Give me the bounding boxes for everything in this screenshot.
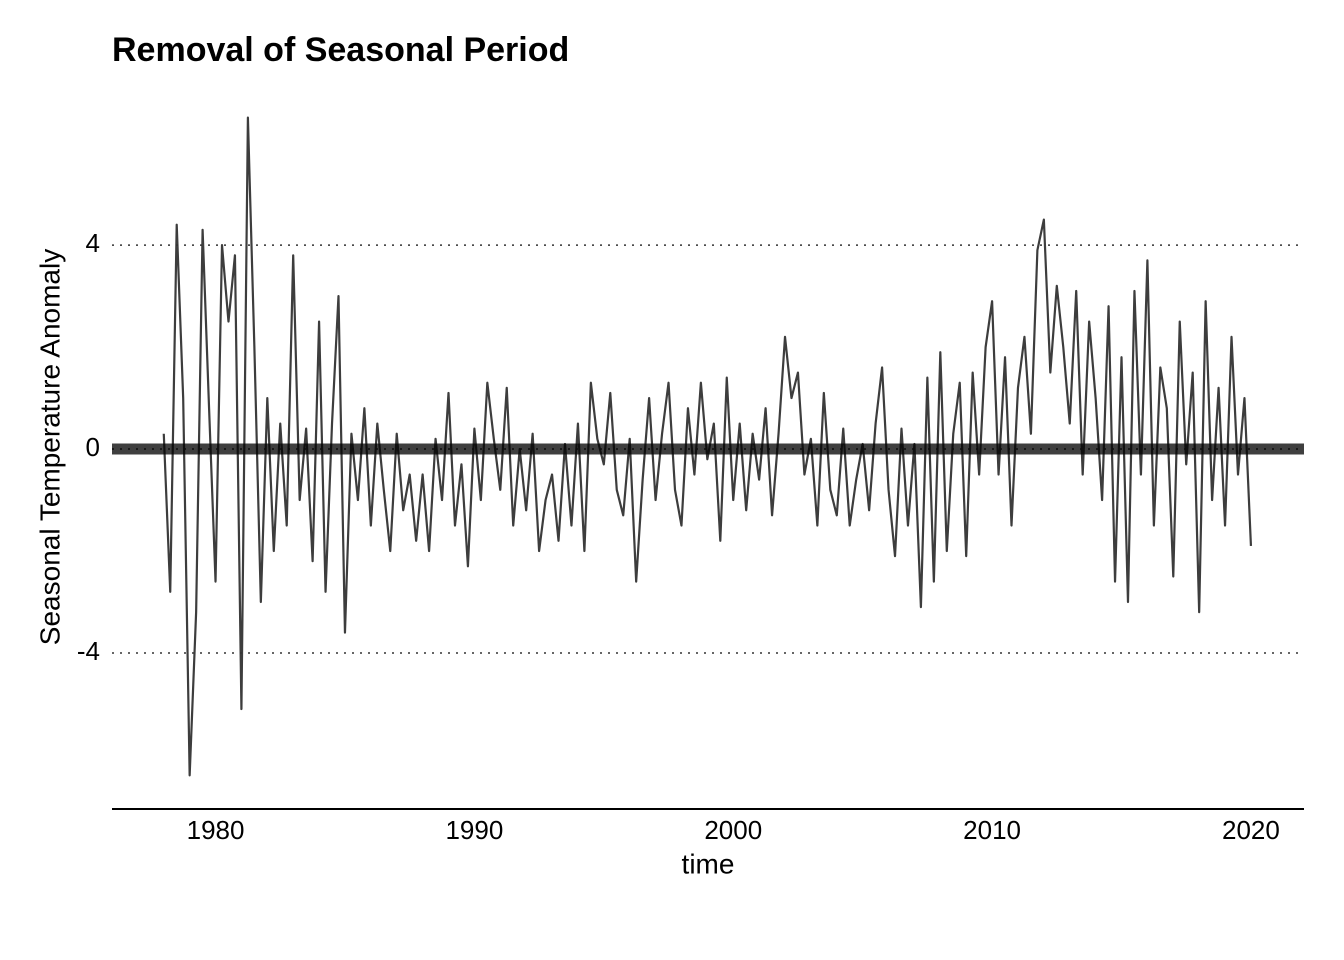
y-tick-label: 0: [86, 432, 100, 462]
x-axis-title: time: [682, 848, 735, 879]
x-tick-label: 1990: [445, 815, 503, 845]
x-tick-label: 2000: [704, 815, 762, 845]
x-tick-label: 1980: [187, 815, 245, 845]
x-tick-label: 2010: [963, 815, 1021, 845]
chart-title: Removal of Seasonal Period: [112, 31, 569, 69]
series-line: [162, 116, 1253, 777]
y-tick-label: -4: [77, 636, 100, 666]
y-axis-title: Seasonal Temperature Anomaly: [34, 249, 65, 645]
x-tick-label: 2020: [1222, 815, 1280, 845]
y-tick-label: 4: [86, 228, 100, 258]
